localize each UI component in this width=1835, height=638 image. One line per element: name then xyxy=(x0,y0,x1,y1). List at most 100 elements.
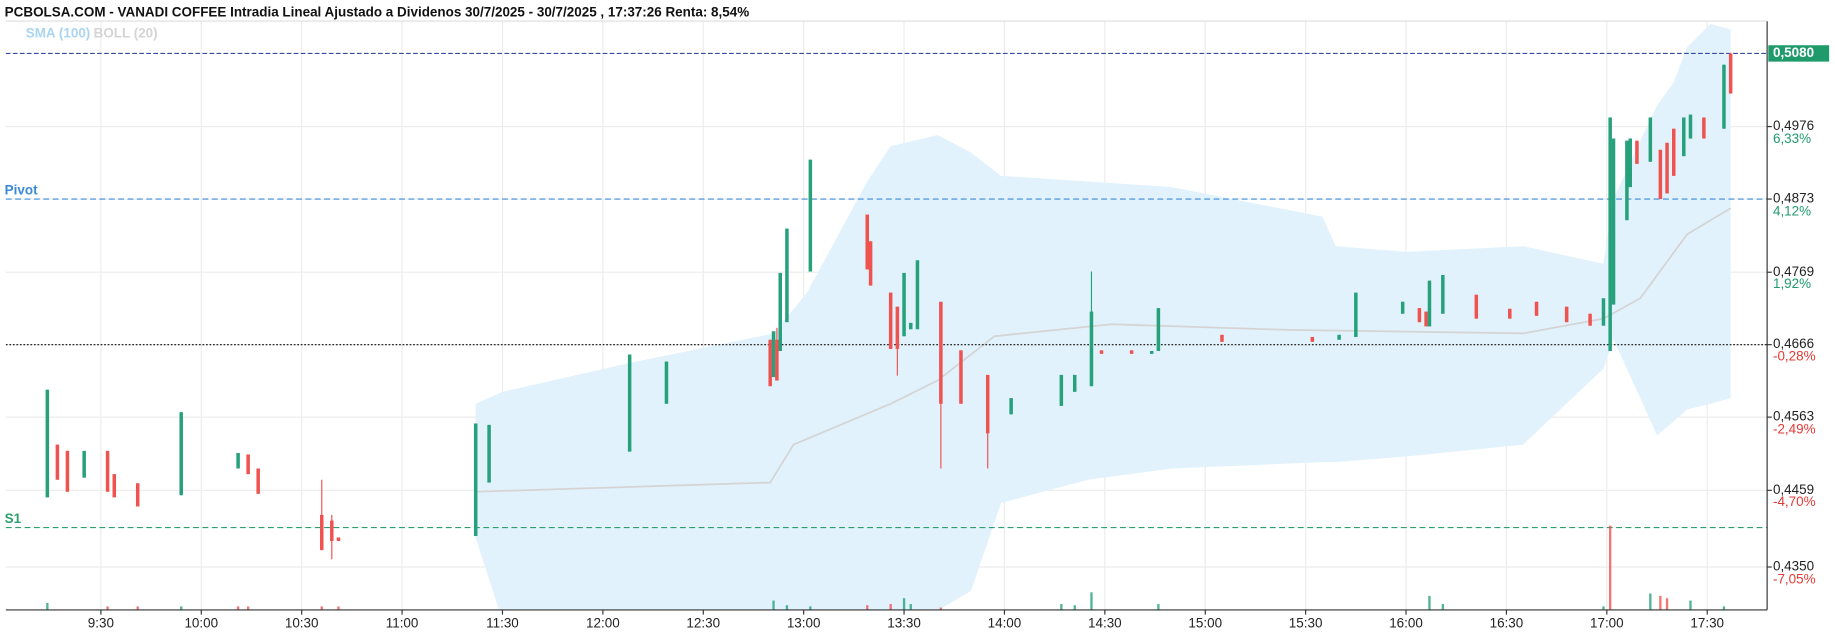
candle-body xyxy=(1534,301,1539,316)
candle-body xyxy=(1072,374,1077,392)
volume-bar xyxy=(136,606,139,610)
volume-bar xyxy=(909,604,912,610)
candle-body xyxy=(771,331,776,378)
legend-entry: BOLL (20) xyxy=(94,26,158,41)
y2-tick-label: -2,49% xyxy=(1773,421,1816,436)
y-tick-label: 0,4350 xyxy=(1773,559,1814,574)
candle-body xyxy=(1658,149,1663,200)
last-price-tag xyxy=(1768,45,1830,62)
candle-body xyxy=(768,339,772,387)
volume-bar xyxy=(337,606,340,610)
x-tick-label: 14:00 xyxy=(988,616,1022,631)
volume-bar xyxy=(809,606,812,610)
x-tick-label: 12:30 xyxy=(686,616,720,631)
candle-body xyxy=(45,389,50,498)
candle-body xyxy=(915,260,920,330)
candle-body xyxy=(330,520,334,541)
candle-body xyxy=(1417,308,1422,323)
candle-body xyxy=(1129,350,1134,354)
x-tick-label: 15:30 xyxy=(1289,616,1323,631)
candle-body xyxy=(1702,117,1706,139)
y-tick-label: 0,4769 xyxy=(1773,264,1814,279)
axes: 9:30 10:00 10:30 11:00 11:30 12:00 12:30 13:00 1… xyxy=(5,20,1830,631)
volume-bar xyxy=(1090,592,1093,610)
y2-tick-label: 4,12% xyxy=(1773,204,1811,219)
candle-body xyxy=(112,474,117,498)
candle-body xyxy=(1220,334,1224,342)
candle-body xyxy=(775,339,779,381)
volume-bar xyxy=(889,604,892,610)
level-label: S1 xyxy=(5,511,22,526)
candle-body xyxy=(1427,280,1432,327)
y2-tick-label: -0,28% xyxy=(1773,349,1816,364)
candle-body xyxy=(985,374,990,434)
candle-body xyxy=(1722,64,1726,129)
candle-body xyxy=(473,423,478,537)
bollinger-band xyxy=(475,23,1731,610)
candle-body xyxy=(664,361,669,404)
x-tick-label: 16:00 xyxy=(1389,616,1423,631)
volume-bar xyxy=(772,600,775,610)
volume-bar xyxy=(246,606,250,610)
candle-body xyxy=(1564,306,1569,323)
candle-body xyxy=(902,272,906,337)
candle-body xyxy=(55,444,60,480)
x-tick-label: 14:30 xyxy=(1088,616,1122,631)
candle-body xyxy=(135,483,140,507)
volume-bar xyxy=(46,602,49,610)
y-tick-label: 0,4563 xyxy=(1773,409,1814,424)
candle-body xyxy=(1156,308,1161,352)
level-label: Pivot xyxy=(5,182,38,197)
candle-body xyxy=(785,228,789,323)
y-tick-label: 0,4666 xyxy=(1773,336,1814,351)
levels: Pivot S1 xyxy=(5,52,1768,529)
candle-body xyxy=(1608,117,1612,352)
volume-bar xyxy=(785,605,789,610)
candle-body xyxy=(959,350,963,404)
candle-body xyxy=(65,450,70,492)
volume-bar xyxy=(1649,593,1652,610)
candle-body xyxy=(1400,301,1405,314)
volume-bar xyxy=(1060,604,1063,610)
candle-body xyxy=(1099,350,1104,354)
candle-body xyxy=(487,424,491,483)
volume-bar xyxy=(1602,606,1605,610)
candle-body xyxy=(1009,398,1013,415)
y2-tick-label: -7,05% xyxy=(1773,572,1816,587)
volume-bar xyxy=(1659,595,1662,610)
candle-body xyxy=(82,450,86,478)
candle-body xyxy=(1354,292,1358,337)
x-tick-label: 12:00 xyxy=(586,616,620,631)
candle-body xyxy=(939,301,943,404)
candle-body xyxy=(895,306,900,349)
x-tick-label: 11:00 xyxy=(386,616,419,631)
candle-body xyxy=(179,412,183,496)
candle-body xyxy=(888,292,893,349)
candle-body xyxy=(1625,140,1629,221)
x-tick-label: 17:30 xyxy=(1690,616,1724,631)
candle-body xyxy=(1424,311,1428,327)
candle-body xyxy=(1682,117,1686,157)
candle-body xyxy=(320,514,324,551)
y-tick-label: 0,4976 xyxy=(1773,118,1814,133)
candle-body xyxy=(1059,374,1064,406)
volume-bar xyxy=(939,607,943,610)
x-tick-label: 9:30 xyxy=(88,616,114,631)
candle-body xyxy=(1601,298,1606,326)
x-tick-label: 16:30 xyxy=(1490,616,1524,631)
x-tick-label: 11:30 xyxy=(486,616,519,631)
candle-body xyxy=(1441,275,1445,314)
candle-body xyxy=(246,454,250,475)
volume-bar xyxy=(1157,604,1160,610)
volume-bar xyxy=(902,598,906,610)
last-price-label: 0,5080 xyxy=(1773,45,1814,60)
volume-bar xyxy=(1428,595,1431,610)
candle-body xyxy=(1728,53,1733,94)
candle-body xyxy=(1310,336,1315,342)
x-tick-label: 15:00 xyxy=(1188,616,1222,631)
indicators xyxy=(475,23,1732,610)
volume-bar xyxy=(1073,605,1076,610)
y-tick-label: 0,4873 xyxy=(1773,191,1814,206)
